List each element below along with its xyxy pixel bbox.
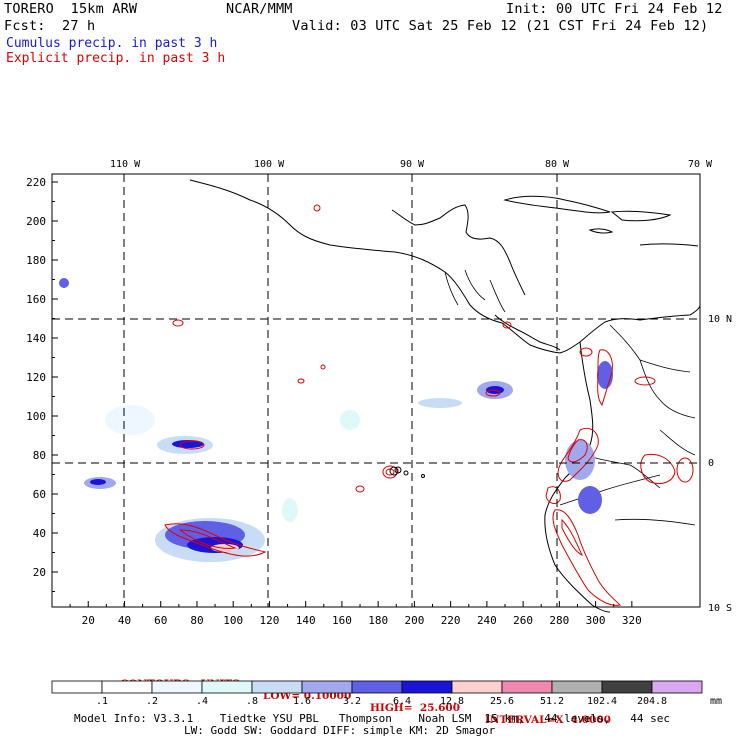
y-tick-label: 180	[26, 254, 46, 267]
lat-labels: 10 N 0 10 S	[708, 314, 732, 614]
lon-labels: 110 W 100 W 90 W 80 W 70 W	[110, 159, 713, 170]
y-tick-label: 120	[26, 371, 46, 384]
x-tick-label: 280	[549, 614, 569, 627]
x-tick-label: 120	[260, 614, 280, 627]
org-label: NCAR/MMM	[226, 1, 293, 17]
y-tick-label: 160	[26, 293, 46, 306]
x-tick-label: 60	[154, 614, 167, 627]
model-info-line2: LW: Godd SW: Goddard DIFF: simple KM: 2D…	[184, 724, 496, 737]
y-tick-label: 60	[33, 488, 46, 501]
x-tick-label: 20	[82, 614, 95, 627]
coastlines	[189, 179, 701, 613]
y-tick-label: 40	[33, 527, 46, 540]
lat-label: 10 N	[708, 314, 732, 325]
lon-label: 110 W	[110, 159, 141, 170]
explicit-legend: Explicit precip. in past 3 h	[6, 51, 226, 66]
x-tick-label: 40	[118, 614, 131, 627]
lon-label: 90 W	[400, 159, 425, 170]
forecast-hour: 27 h	[62, 18, 96, 34]
y-tick-label: 80	[33, 449, 46, 462]
y-tick-label: 20	[33, 566, 46, 579]
cumulus-precip	[59, 278, 613, 562]
plot-frame	[51, 173, 701, 608]
explicit-precip-contours	[164, 204, 694, 606]
x-tick-label: 200	[404, 614, 424, 627]
lon-label: 80 W	[545, 159, 570, 170]
contour-low: LOW= 0.10000	[263, 690, 352, 702]
contour-units: CONTOURS: UNITS=mm	[120, 678, 271, 690]
lat-label: 0	[708, 458, 714, 469]
x-tick-label: 180	[368, 614, 388, 627]
model-info-line1: Model Info: V3.3.1 Tiedtke YSU PBL Thomp…	[74, 712, 671, 725]
forecast-label: Fcst:	[4, 18, 46, 34]
x-tick-label: 240	[477, 614, 497, 627]
lon-label: 100 W	[254, 159, 285, 170]
y-tick-label: 220	[26, 176, 46, 189]
contour-high: HIGH= 25.600	[370, 702, 461, 714]
y-tick-label: 140	[26, 332, 46, 345]
x-tick-label: 220	[441, 614, 461, 627]
valid-time: Valid: 03 UTC Sat 25 Feb 12 (21 CST Fri …	[292, 18, 709, 34]
y-tick-label: 200	[26, 215, 46, 228]
contour-interval: INTERVAL=X 4.0000	[485, 714, 611, 726]
graticule	[52, 174, 700, 607]
lon-label: 70 W	[688, 159, 713, 170]
init-time: Init: 00 UTC Fri 24 Feb 12	[506, 1, 723, 17]
x-tick-label: 140	[296, 614, 316, 627]
x-tick-label: 160	[332, 614, 352, 627]
y-tick-label: 100	[26, 410, 46, 423]
cumulus-legend: Cumulus precip. in past 3 h	[6, 36, 218, 51]
black-contours	[389, 466, 399, 476]
x-tick-label: 100	[223, 614, 243, 627]
model-title: TORERO 15km ARW	[4, 1, 138, 17]
lat-label: 10 S	[708, 603, 732, 614]
x-tick-label: 300	[586, 614, 606, 627]
x-tick-label: 320	[622, 614, 642, 627]
x-tick-label: 80	[190, 614, 203, 627]
x-tick-label: 260	[513, 614, 533, 627]
